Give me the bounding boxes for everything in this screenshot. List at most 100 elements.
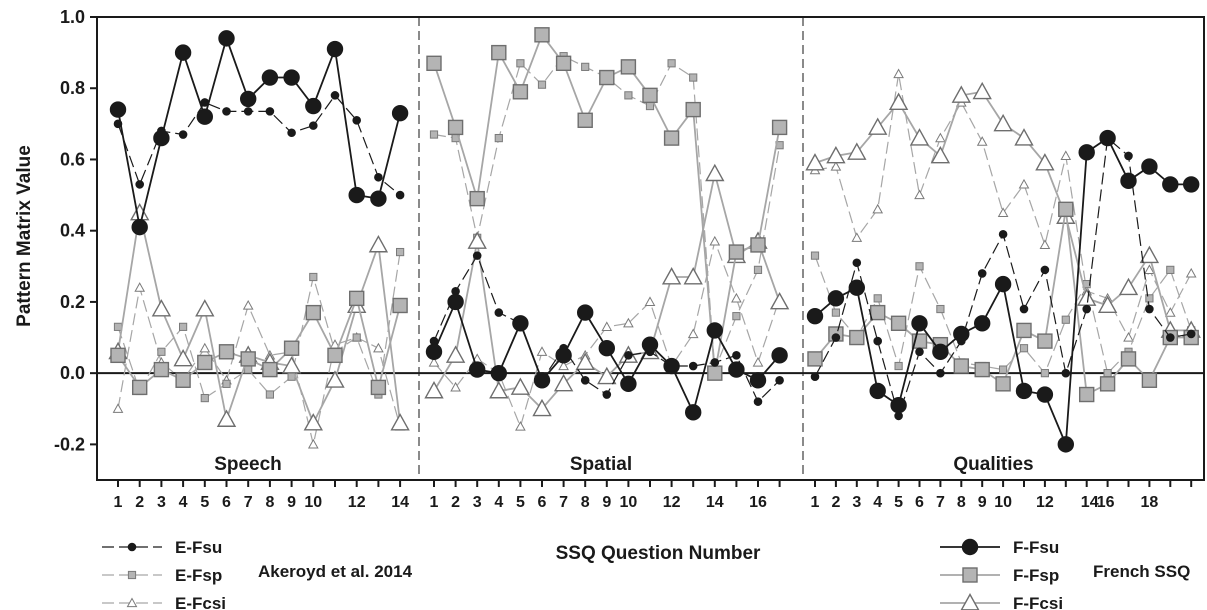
point-e-fsp-q1 [429, 130, 439, 139]
panel-labels: Speech Spatial Qualities [214, 454, 1033, 475]
point-e-fsu-q4 [494, 308, 504, 317]
point-f-fcsi-q14 [390, 413, 410, 431]
point-f-fsu-q8 [953, 325, 970, 343]
point-e-fcsi-q4 [872, 203, 884, 214]
point-f-fsu-q14 [391, 104, 409, 122]
series-group [108, 27, 1201, 453]
point-f-fsu-q5 [512, 315, 529, 332]
panel-label-qualities: Qualities [953, 454, 1033, 475]
point-f-fsp-q12 [1037, 333, 1053, 349]
point-e-fcsi-q2 [134, 282, 146, 292]
point-e-fsp-q8 [581, 62, 590, 71]
legend-label-f-fsp: F-Fsp [1013, 566, 1059, 585]
series-f-fcsi-qualities [805, 81, 1201, 338]
point-f-fcsi-q8 [575, 352, 595, 370]
legend-marker-e-fcsi [126, 597, 138, 608]
point-f-fsu-q13 [370, 190, 387, 207]
point-f-fcsi-q9 [972, 81, 992, 100]
point-f-fcsi-q6 [216, 409, 237, 427]
point-e-fcsi-q11 [644, 296, 656, 307]
x-tick-label: 16 [1097, 494, 1115, 511]
point-f-fsu-q15 [1099, 129, 1116, 147]
point-f-fcsi-q10 [303, 413, 323, 431]
point-e-fsu-q13 [374, 172, 383, 182]
x-tick-label: 9 [287, 494, 296, 511]
point-e-fsu-q3 [852, 258, 862, 268]
point-f-fsu-q1 [425, 343, 443, 360]
point-f-fsu-q8 [261, 69, 279, 86]
point-f-fsu-q12 [348, 186, 365, 204]
y-axis: 1.0 0.8 0.6 0.4 0.2 0.0 -0.2 [54, 7, 97, 454]
point-e-fsp-q12 [352, 333, 361, 342]
point-e-fsu-q6 [222, 107, 231, 116]
point-e-fsu-q14 [710, 358, 720, 367]
point-e-fsu-q10 [309, 121, 318, 130]
point-f-fsp-q3 [849, 329, 865, 346]
point-f-fsu-q1 [806, 307, 824, 325]
panel-label-spatial: Spatial [570, 454, 632, 475]
point-e-fcsi-q16 [752, 356, 764, 367]
point-e-fsp-q1 [810, 251, 820, 260]
point-e-fsp-q8 [265, 390, 274, 399]
point-e-fsp-q14 [396, 247, 405, 257]
x-tick-label: 12 [663, 494, 681, 511]
point-f-fcsi-q13 [683, 267, 703, 285]
point-f-fsu-q9 [283, 69, 300, 86]
point-e-fcsi-q13 [373, 342, 384, 353]
point-e-fcsi-q16 [1123, 332, 1134, 342]
point-f-fsu-q6 [533, 372, 551, 389]
series-f-fsu-qualities [806, 129, 1200, 453]
point-e-fsu-q9 [602, 390, 612, 399]
legend-akeroyd: E-Fsu E-Fsp E-Fcsi [102, 538, 226, 610]
x-tick-label: 1 [811, 494, 820, 511]
point-f-fsp-q8 [577, 112, 593, 128]
point-e-fsp-q5 [894, 361, 903, 371]
point-e-fcsi-q3 [851, 232, 863, 242]
point-e-fcsi-q5 [893, 68, 904, 79]
point-f-fsu-q5 [196, 108, 214, 125]
point-f-fsu-q16 [1120, 172, 1137, 190]
point-f-fsu-q13 [1057, 436, 1075, 453]
x-tick-label: 8 [581, 494, 590, 511]
x-tick-label: 7 [936, 494, 945, 511]
x-tick-label: 3 [473, 494, 482, 511]
point-e-fsu-q15 [732, 351, 741, 360]
point-f-fsp-q4 [491, 44, 507, 61]
point-f-fsu-q8 [577, 304, 594, 321]
series-f-fsu-spatial [425, 293, 788, 421]
point-f-fsu-q4 [869, 382, 886, 400]
point-f-fcsi-q9 [597, 366, 617, 385]
point-f-fsp-q17 [771, 119, 788, 136]
point-e-fsp-q13 [1061, 315, 1070, 324]
point-f-fsp-q11 [1016, 322, 1032, 339]
point-f-fsp-q13 [685, 101, 701, 118]
point-f-fcsi-q5 [195, 299, 215, 317]
point-e-fsp-q6 [537, 80, 547, 89]
point-e-fcsi-q2 [450, 381, 461, 392]
point-e-fsu-q4 [178, 130, 188, 139]
point-f-fsp-q7 [555, 55, 572, 71]
point-f-fsp-q6 [218, 344, 235, 360]
point-e-fsu-q11 [1019, 304, 1029, 314]
x-tick-label: 12 [348, 494, 366, 511]
point-f-fsp-q5 [512, 84, 529, 100]
point-f-fsp-q10 [305, 304, 321, 321]
x-tick-label: 4 [873, 494, 882, 511]
point-f-fcsi-q9 [281, 356, 302, 374]
point-e-fcsi-q6 [914, 189, 925, 200]
point-f-fsp-q15 [728, 244, 745, 260]
point-e-fcsi-q2 [830, 161, 842, 171]
point-e-fsp-q18 [1166, 265, 1175, 274]
point-e-fsu-q14 [1082, 304, 1091, 314]
point-e-fcsi-q7 [242, 299, 254, 310]
series-line-f-fsu [117, 35, 401, 228]
point-e-fsp-q10 [999, 365, 1008, 374]
point-e-fsu-q17 [1145, 304, 1154, 314]
point-f-fsu-q17 [771, 347, 788, 364]
point-f-fsp-q3 [153, 361, 170, 378]
point-e-fsp-q10 [624, 91, 633, 100]
point-f-fcsi-q4 [868, 117, 888, 135]
x-tick-label: 1 [114, 494, 123, 511]
point-f-fsp-q16 [1120, 351, 1137, 367]
